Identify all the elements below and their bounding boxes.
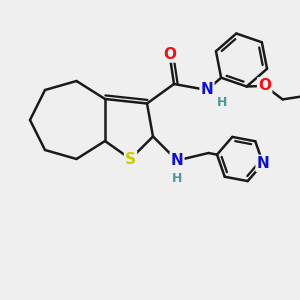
Text: O: O (258, 78, 271, 93)
Text: H: H (217, 95, 227, 109)
Text: S: S (125, 152, 136, 166)
Text: H: H (172, 172, 182, 185)
Text: N: N (256, 156, 269, 171)
Text: N: N (171, 153, 183, 168)
Text: O: O (163, 46, 176, 62)
Text: N: N (201, 82, 213, 98)
